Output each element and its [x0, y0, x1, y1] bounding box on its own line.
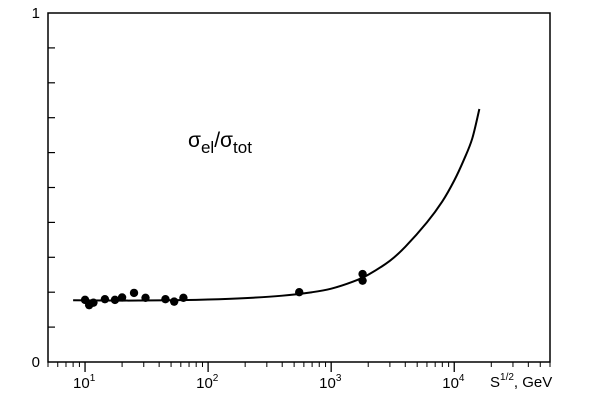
annotation-sigma-1: σ: [188, 129, 201, 152]
x-major-ticks: 101 102 103 104: [73, 362, 465, 392]
x-tick-label: 103: [319, 373, 342, 392]
annotation-sigma-ratio: σel/σtot: [188, 129, 252, 157]
x-tick-label-exp: 1: [90, 373, 96, 384]
data-point: [358, 269, 367, 279]
data-point: [141, 293, 150, 302]
data-point: [100, 294, 110, 304]
x-tick-label-base: 10: [319, 375, 336, 392]
x-axis-label-base: S: [490, 374, 500, 391]
annotation-sub-el: el: [201, 138, 214, 157]
data-point: [295, 288, 304, 297]
x-tick-label-exp: 4: [459, 373, 465, 384]
x-tick-label-base: 10: [196, 375, 213, 392]
x-minor-ticks: [47, 362, 551, 367]
x-tick-label-base: 10: [442, 375, 459, 392]
x-tick-label-exp: 2: [213, 373, 219, 384]
data-point: [129, 288, 139, 298]
x-axis-label-unit: , GeV: [514, 374, 552, 391]
data-point: [179, 293, 188, 302]
data-point: [117, 293, 127, 302]
data-point: [358, 276, 367, 285]
annotation-sigma-2: σ: [220, 129, 233, 152]
data-point: [89, 298, 98, 307]
data-points: [80, 269, 367, 310]
x-tick-label: 101: [73, 373, 96, 392]
y-tick-label: 0: [32, 354, 40, 371]
data-point: [169, 297, 179, 306]
x-tick-label: 102: [196, 373, 219, 392]
data-point: [110, 295, 120, 305]
x-axis-label: S1/2, GeV: [490, 372, 552, 391]
x-tick-label-base: 10: [73, 375, 90, 392]
y-ticks: 01: [32, 5, 55, 371]
x-tick-label-exp: 3: [336, 373, 342, 384]
annotation-sub-tot: tot: [233, 138, 252, 157]
fit-curve: [73, 108, 481, 302]
annotation-slash: /: [214, 129, 220, 152]
data-point: [161, 294, 170, 304]
y-tick-label: 1: [32, 5, 40, 22]
x-axis-label-sup: 1/2: [500, 372, 514, 383]
plot-frame: [47, 12, 551, 363]
x-tick-label: 104: [442, 373, 465, 392]
